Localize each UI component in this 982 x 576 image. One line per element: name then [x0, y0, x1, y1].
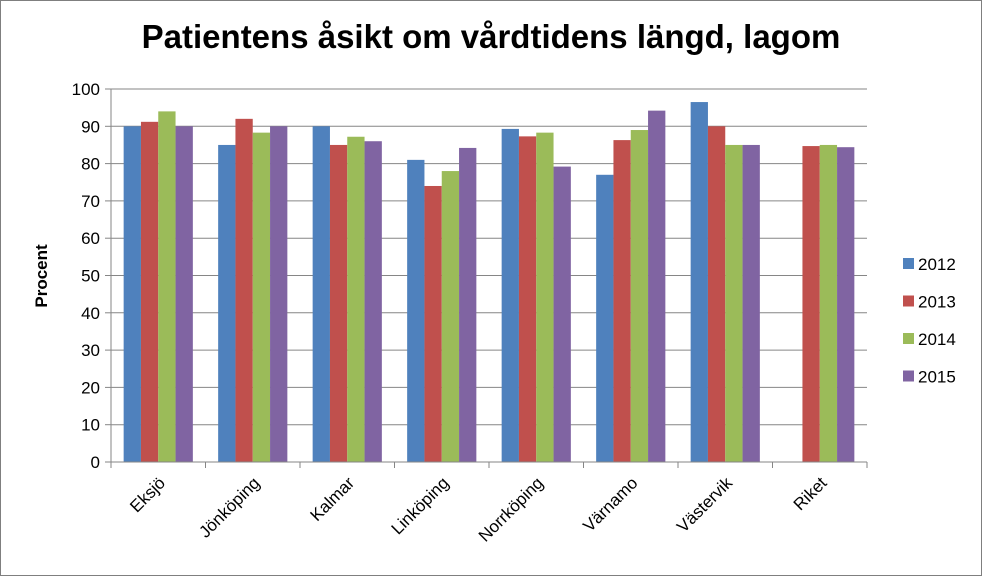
- bar-2014: [441, 171, 460, 462]
- bar-2015: [459, 147, 477, 462]
- bar-2015: [742, 144, 760, 462]
- bar-2013: [140, 121, 159, 462]
- x-category-label: Norrköping: [475, 473, 547, 545]
- x-category-label: Värnamo: [579, 473, 641, 535]
- y-tick-label: 40: [81, 304, 100, 323]
- bar-2015: [648, 110, 666, 462]
- bar-2013: [613, 140, 631, 462]
- x-category-label: Jönköping: [195, 473, 263, 541]
- bar-2012: [312, 126, 330, 463]
- y-tick-label: 70: [81, 192, 100, 211]
- bar-2014: [536, 132, 554, 463]
- bar-2013: [424, 185, 442, 463]
- legend-swatch: [903, 258, 914, 269]
- bar-2012: [407, 159, 425, 462]
- y-tick-label: 30: [81, 341, 100, 360]
- y-tick-label: 50: [81, 267, 100, 286]
- legend-label: 2012: [918, 255, 956, 274]
- x-category-label: Linköping: [388, 473, 453, 538]
- x-category-label: Eksjö: [126, 473, 169, 516]
- y-tick-label: 10: [81, 416, 100, 435]
- bar-2014: [630, 130, 649, 462]
- y-tick-label: 80: [81, 155, 100, 174]
- bar-2014: [819, 144, 838, 462]
- bar-2012: [123, 126, 141, 463]
- y-tick-label: 90: [81, 117, 100, 136]
- legend-swatch: [903, 333, 914, 344]
- y-tick-label: 0: [91, 453, 100, 472]
- legend-label: 2013: [918, 293, 956, 312]
- x-category-label: Riket: [790, 473, 831, 514]
- bar-2012: [596, 174, 614, 463]
- bar-2014: [725, 144, 743, 462]
- y-tick-label: 20: [81, 378, 100, 397]
- bar-2014: [347, 136, 365, 462]
- bar-2013: [518, 136, 537, 462]
- bar-2013: [235, 118, 253, 462]
- x-category-label: Västervik: [673, 473, 736, 536]
- bar-2012: [690, 102, 708, 463]
- y-axis-label: Procent: [32, 244, 51, 308]
- legend-swatch: [903, 295, 914, 307]
- legend-swatch: [903, 370, 914, 382]
- bar-2012: [218, 144, 236, 462]
- legend-label: 2014: [918, 330, 956, 349]
- bar-2013: [802, 146, 820, 462]
- chart-title: Patientens åsikt om vårdtidens längd, la…: [141, 18, 841, 55]
- bar-2015: [364, 141, 382, 462]
- bar-2015: [270, 126, 288, 463]
- bar-2015: [553, 166, 571, 463]
- bar-2015: [175, 126, 193, 463]
- legend-label: 2015: [918, 368, 956, 387]
- y-tick-label: 100: [72, 80, 100, 99]
- bar-2014: [158, 111, 176, 462]
- bar-2012: [501, 128, 519, 462]
- bar-2014: [252, 132, 271, 463]
- bar-2013: [707, 126, 726, 463]
- bar-2013: [329, 144, 348, 462]
- bar-2015: [837, 147, 855, 463]
- y-tick-label: 60: [81, 229, 100, 248]
- x-category-label: Kalmar: [307, 473, 359, 525]
